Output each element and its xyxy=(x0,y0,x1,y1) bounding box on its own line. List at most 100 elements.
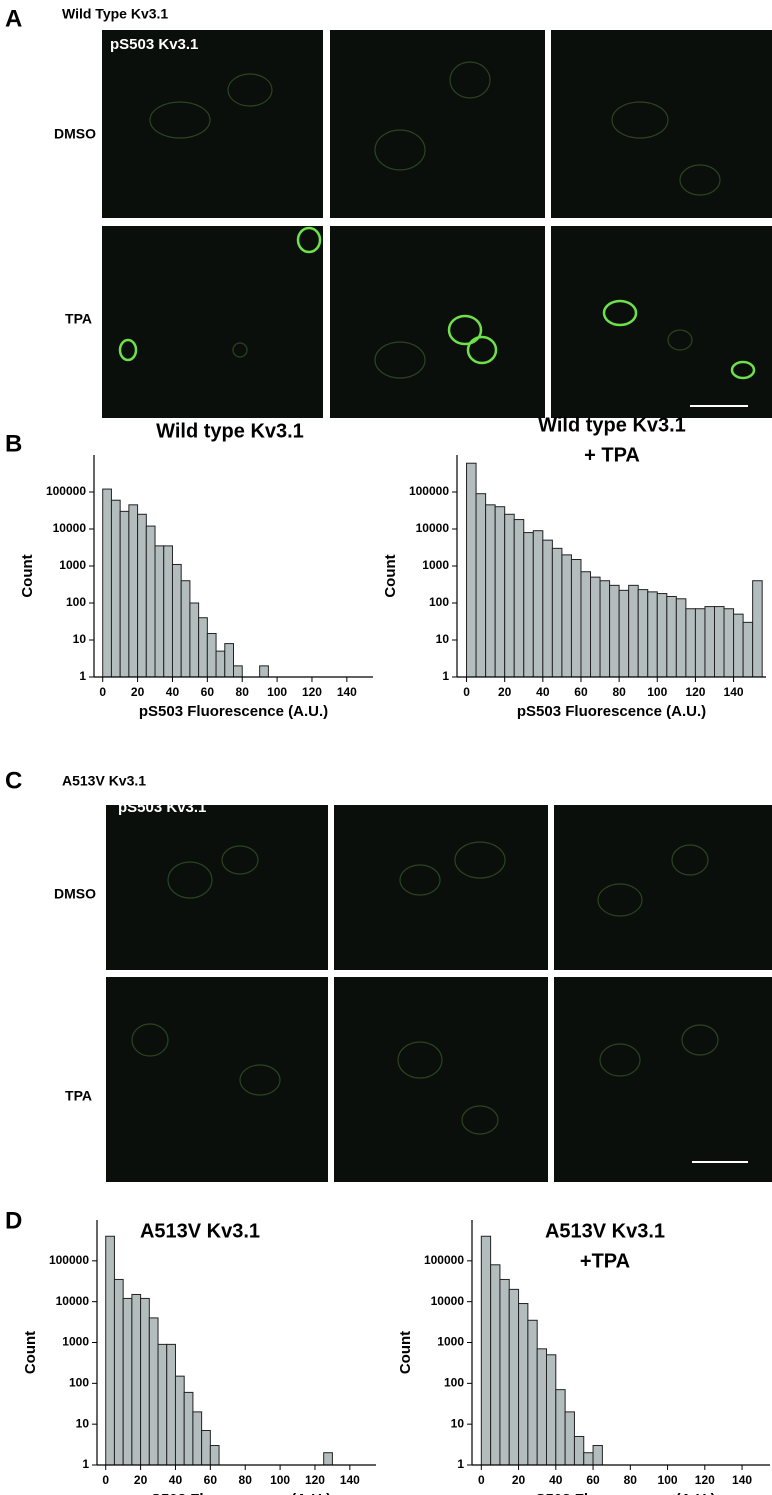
micrograph-grid xyxy=(102,30,772,418)
y-tick-label: 1 xyxy=(82,1457,89,1471)
y-tick-label: 100000 xyxy=(46,484,86,498)
histogram-bar xyxy=(174,1375,185,1466)
y-tick-label: 100 xyxy=(444,1376,464,1390)
histogram-bar xyxy=(656,593,668,678)
x-tick-label: 40 xyxy=(166,685,180,699)
histogram-bar xyxy=(666,595,677,678)
panel-title: A513V Kv3.1 xyxy=(62,773,146,789)
histogram-bar xyxy=(163,545,173,678)
histogram-bar xyxy=(518,1303,529,1466)
chart-title: + TPA xyxy=(584,444,640,466)
y-tick-label: 10000 xyxy=(416,521,450,535)
x-tick-label: 40 xyxy=(536,685,550,699)
histogram-bar xyxy=(570,558,582,678)
y-tick-label: 100000 xyxy=(409,484,449,498)
histogram-bar xyxy=(206,632,217,678)
histogram-bar xyxy=(532,530,544,678)
x-tick-label: 80 xyxy=(612,685,626,699)
histogram-bar xyxy=(583,1452,594,1466)
y-tick-label: 1 xyxy=(457,1457,464,1471)
y-tick-label: 100000 xyxy=(424,1253,464,1267)
histogram-bar xyxy=(140,1297,150,1466)
panel-letter: C xyxy=(5,767,22,794)
histogram-bar xyxy=(508,1288,520,1466)
y-tick-label: 10000 xyxy=(431,1294,465,1308)
x-tick-label: 100 xyxy=(658,1473,678,1487)
row-label: TPA xyxy=(65,311,92,327)
y-tick-label: 1000 xyxy=(62,1335,89,1349)
histogram-bar xyxy=(201,1429,211,1466)
histogram-bar xyxy=(466,462,477,678)
micrograph-grid xyxy=(106,805,772,1182)
histogram-bar xyxy=(592,1445,603,1466)
histogram-bar xyxy=(490,1264,501,1466)
row-label: TPA xyxy=(65,1088,92,1104)
x-tick-label: 100 xyxy=(267,685,287,699)
histogram-bar xyxy=(192,1411,203,1466)
x-tick-label: 140 xyxy=(732,1473,752,1487)
histogram-bar xyxy=(122,1297,133,1466)
histogram-bar xyxy=(171,563,182,678)
chart-title: Wild type Kv3.1 xyxy=(538,414,686,436)
histogram-bar xyxy=(513,519,525,678)
y-tick-label: 10000 xyxy=(56,1294,90,1308)
histogram-bar xyxy=(183,1391,194,1466)
panel-letter: D xyxy=(5,1207,22,1234)
histogram-bar xyxy=(561,554,572,678)
histogram-bar xyxy=(637,589,649,678)
histogram-bar xyxy=(555,1389,566,1466)
histogram-bar xyxy=(618,589,630,678)
x-tick-label: 60 xyxy=(574,685,588,699)
x-tick-label: 140 xyxy=(724,685,744,699)
panel-title: Wild Type Kv3.1 xyxy=(62,6,168,22)
histogram-bar xyxy=(714,606,725,678)
histogram-bar xyxy=(131,1293,142,1466)
histogram-bar xyxy=(551,547,563,678)
histogram-bar xyxy=(685,608,696,678)
histogram-bar xyxy=(599,580,611,678)
histogram-bar xyxy=(542,539,553,678)
histogram-bar xyxy=(233,665,243,678)
histogram-bar xyxy=(198,617,208,678)
histogram-bar xyxy=(259,665,269,678)
y-tick-label: 100 xyxy=(429,595,449,609)
histogram-bar xyxy=(536,1348,547,1466)
y-axis-label: Count xyxy=(382,554,399,597)
histogram-bar xyxy=(752,580,763,678)
x-tick-label: 120 xyxy=(305,1473,325,1487)
histogram-bar xyxy=(105,1235,115,1466)
x-tick-label: 0 xyxy=(463,685,470,699)
x-tick-label: 120 xyxy=(695,1473,715,1487)
x-tick-label: 60 xyxy=(201,685,215,699)
histogram-bar xyxy=(145,525,156,678)
y-tick-label: 1000 xyxy=(422,558,449,572)
histogram-bar xyxy=(494,506,506,678)
histogram-bar xyxy=(224,643,234,678)
x-tick-label: 80 xyxy=(239,1473,253,1487)
x-tick-label: 100 xyxy=(270,1473,290,1487)
histogram-bar xyxy=(527,1319,538,1466)
x-tick-label: 0 xyxy=(478,1473,485,1487)
x-tick-label: 100 xyxy=(647,685,667,699)
histogram-bar xyxy=(215,650,226,678)
y-tick-label: 1 xyxy=(79,669,86,683)
histogram-bar xyxy=(154,545,165,678)
histogram-bar xyxy=(137,513,147,678)
histogram-bar xyxy=(647,591,658,678)
histogram-bar xyxy=(504,513,515,678)
x-tick-label: 60 xyxy=(586,1473,600,1487)
histogram-bar xyxy=(189,602,200,678)
y-tick-label: 1 xyxy=(442,669,449,683)
histogram-bar xyxy=(157,1343,168,1466)
histogram-bar xyxy=(110,499,121,678)
histogram-bar xyxy=(480,1235,492,1466)
histogram-bar xyxy=(102,488,112,678)
y-tick-label: 10000 xyxy=(53,521,87,535)
x-tick-label: 60 xyxy=(204,1473,218,1487)
x-tick-label: 40 xyxy=(169,1473,183,1487)
panel-letter: A xyxy=(5,5,22,32)
x-axis-label: pS503 Fluorescence (A.U.) xyxy=(142,1491,331,1495)
histogram-bar xyxy=(180,580,191,678)
histogram-bar xyxy=(166,1343,176,1466)
x-tick-label: 0 xyxy=(99,685,106,699)
